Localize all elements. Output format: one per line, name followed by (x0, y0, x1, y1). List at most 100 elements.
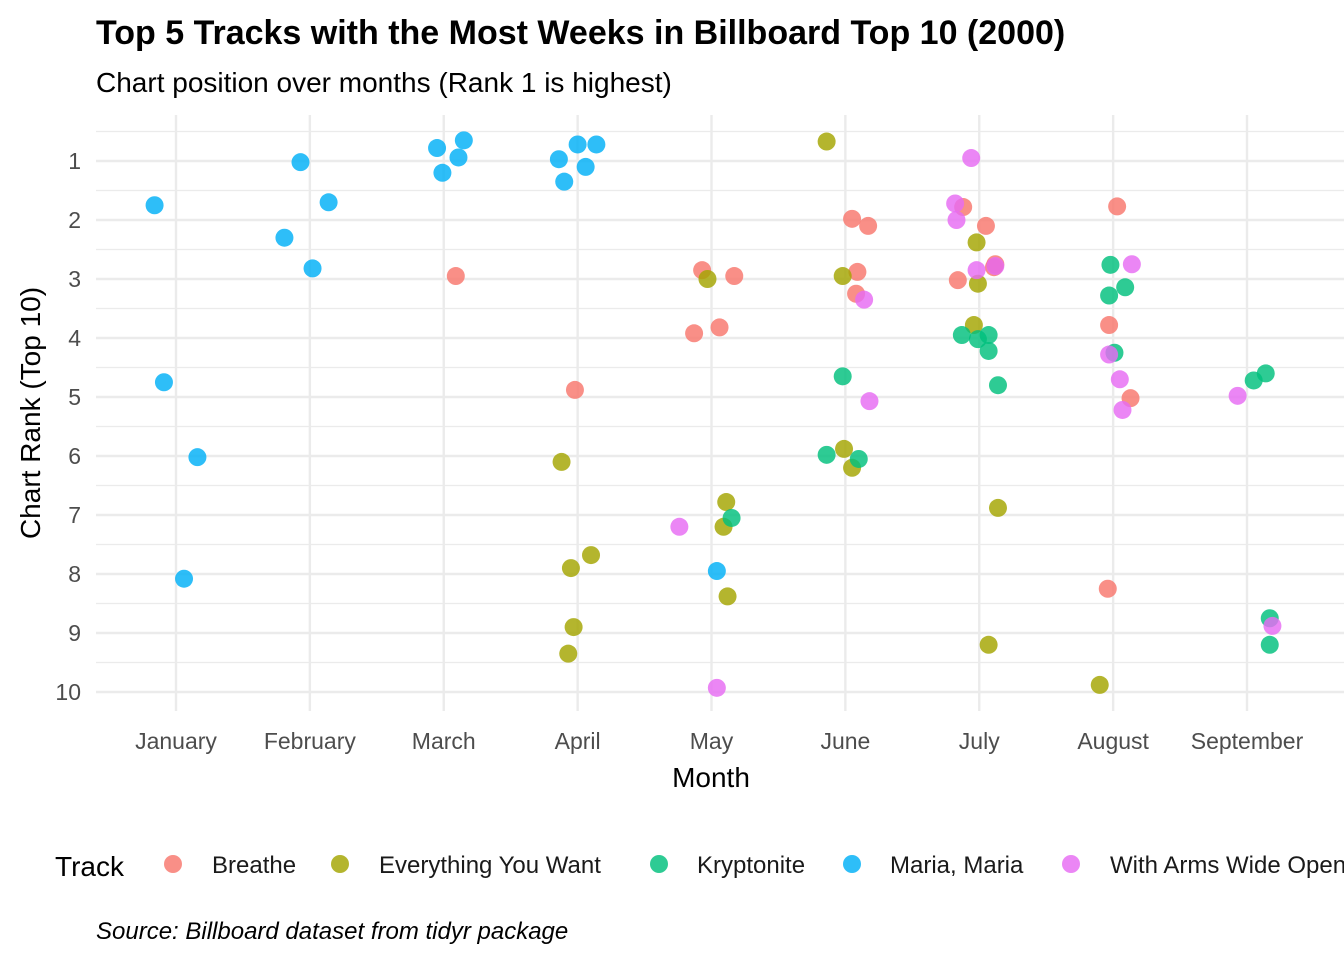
data-point (1113, 400, 1132, 419)
x-tick-label: January (135, 728, 217, 754)
data-point (1098, 579, 1117, 598)
data-point (175, 569, 194, 588)
data-point (855, 290, 874, 309)
data-point (718, 587, 737, 606)
x-tick-label: April (555, 728, 601, 754)
data-point (188, 448, 207, 467)
data-point (979, 341, 998, 360)
data-point (1101, 255, 1120, 274)
x-axis-ticks: January February March April May June July Augu… (135, 728, 1304, 754)
data-point (1122, 255, 1141, 274)
chart-caption: Source: Billboard dataset from tidyr pac… (96, 918, 568, 945)
data-point (1228, 386, 1247, 405)
x-tick-label: March (412, 728, 476, 754)
data-point (817, 445, 836, 464)
data-point (962, 149, 981, 168)
data-point (835, 439, 854, 458)
legend-title: Track (55, 851, 125, 882)
legend-label: Kryptonite (697, 852, 805, 879)
data-point (1260, 635, 1279, 654)
data-point (587, 135, 606, 154)
data-point (319, 193, 338, 212)
data-point (717, 493, 736, 512)
data-point (428, 139, 447, 158)
chart-subtitle: Chart position over months (Rank 1 is hi… (96, 67, 672, 98)
data-point (549, 150, 568, 169)
data-point (576, 157, 595, 176)
data-point (561, 559, 580, 578)
data-point (948, 271, 967, 290)
data-point (843, 209, 862, 228)
data-point (964, 316, 983, 335)
legend-key (331, 855, 349, 873)
data-point (860, 392, 879, 411)
data-point (947, 211, 966, 229)
data-point (559, 644, 578, 663)
data-point (145, 196, 164, 215)
y-tick-label: 3 (68, 266, 81, 292)
data-point (1100, 286, 1119, 305)
legend-label: Maria, Maria (890, 852, 1024, 879)
data-point (725, 267, 744, 286)
data-point (967, 261, 986, 280)
x-tick-label: June (820, 728, 870, 754)
x-axis-title: Month (672, 762, 750, 793)
data-point (685, 324, 704, 343)
data-point (454, 131, 473, 150)
y-tick-label: 7 (68, 502, 81, 528)
legend-key (843, 855, 861, 873)
data-point (275, 228, 294, 247)
y-axis-title: Chart Rank (Top 10) (15, 287, 46, 539)
data-point (449, 148, 468, 167)
legend-label: Everything You Want (379, 852, 601, 879)
legend-key (1062, 855, 1080, 873)
data-point (1100, 316, 1119, 335)
data-point (1110, 370, 1129, 389)
data-point (710, 318, 729, 337)
data-point (446, 267, 465, 286)
data-point (291, 153, 310, 172)
data-point (979, 635, 998, 654)
data-point (988, 376, 1007, 395)
plot-grid (96, 115, 1344, 711)
y-axis-ticks: 1 2 3 4 5 6 7 8 9 10 (55, 148, 81, 705)
data-point (1263, 616, 1282, 635)
y-tick-label: 10 (55, 679, 81, 705)
legend: Track Breathe Everything You Want Kryptoni… (55, 851, 1344, 882)
y-tick-label: 1 (68, 148, 81, 174)
y-tick-label: 6 (68, 443, 81, 469)
data-point (303, 259, 322, 278)
data-point (986, 257, 1005, 276)
data-point (817, 132, 836, 151)
data-point (555, 172, 574, 191)
legend-key (650, 855, 668, 873)
y-tick-label: 8 (68, 561, 81, 587)
data-point (859, 216, 878, 235)
x-tick-label: May (690, 728, 734, 754)
data-point (582, 546, 601, 565)
data-point (565, 380, 584, 399)
data-point (552, 452, 571, 471)
y-tick-label: 4 (68, 325, 81, 351)
data-point (564, 618, 583, 637)
data-point (952, 326, 971, 345)
legend-key (164, 855, 182, 873)
legend-label: With Arms Wide Open (1110, 852, 1344, 879)
x-tick-label: July (959, 728, 1000, 754)
data-point (848, 262, 867, 281)
data-point (698, 270, 717, 288)
data-point (707, 562, 726, 581)
y-tick-label: 9 (68, 620, 81, 646)
data-point (722, 508, 741, 527)
y-tick-label: 2 (68, 207, 81, 233)
data-point (979, 326, 998, 345)
x-tick-label: February (264, 728, 357, 754)
data-point (833, 367, 852, 386)
data-point (1116, 278, 1135, 297)
data-point (833, 267, 852, 286)
data-point (1108, 197, 1127, 216)
y-tick-label: 5 (68, 384, 81, 410)
data-point (670, 517, 689, 536)
data-point (1100, 345, 1119, 364)
